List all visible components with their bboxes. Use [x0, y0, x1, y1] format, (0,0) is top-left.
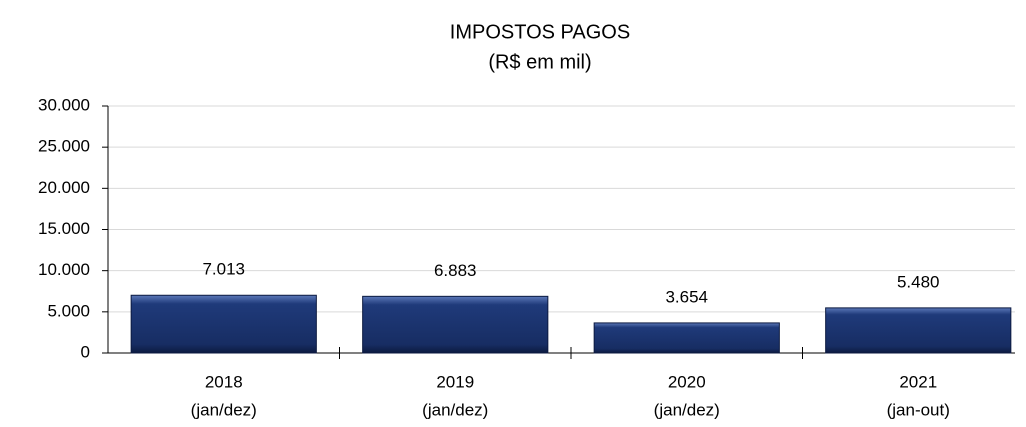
bar	[362, 295, 549, 354]
x-tick-label: 2021	[899, 372, 937, 391]
x-tick-label: (jan/dez)	[422, 400, 488, 419]
x-tick-label: 2018	[205, 372, 243, 391]
y-tick-label: 30.000	[38, 95, 90, 114]
value-label: 6.883	[434, 261, 477, 280]
bar	[593, 322, 780, 354]
y-tick-label: 25.000	[38, 137, 90, 156]
value-label: 5.480	[897, 272, 940, 291]
value-label: 3.654	[665, 287, 708, 306]
bar	[825, 307, 1012, 354]
y-tick-label: 10.000	[38, 260, 90, 279]
x-tick-label: 2019	[436, 372, 474, 391]
chart-subtitle: (R$ em mil)	[488, 51, 591, 73]
x-tick-label: (jan/dez)	[654, 400, 720, 419]
y-tick-label: 0	[81, 342, 90, 361]
x-tick-label: (jan/dez)	[191, 400, 257, 419]
bar	[130, 294, 317, 354]
y-tick-label: 15.000	[38, 219, 90, 238]
x-tick-label: 2020	[668, 372, 706, 391]
value-label: 7.013	[202, 260, 245, 279]
y-tick-label: 5.000	[47, 301, 90, 320]
y-tick-label: 20.000	[38, 178, 90, 197]
chart-title: IMPOSTOS PAGOS	[450, 21, 630, 43]
x-tick-label: (jan-out)	[887, 400, 950, 419]
